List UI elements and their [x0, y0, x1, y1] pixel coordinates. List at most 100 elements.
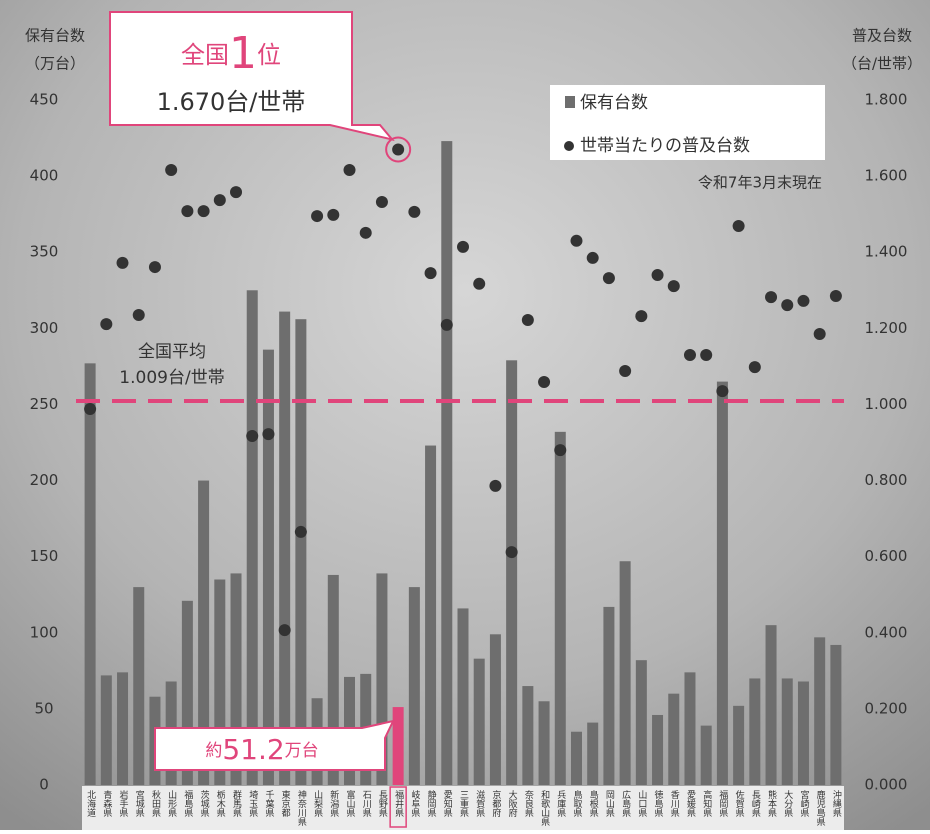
dot — [262, 428, 274, 440]
bar — [263, 350, 274, 785]
bar — [85, 363, 96, 785]
y-tick-label: 300 — [30, 319, 59, 337]
x-tick-label: 群馬県 — [231, 789, 242, 818]
bar — [652, 715, 663, 785]
y2-tick-label: 0.400 — [865, 623, 908, 641]
dot — [619, 365, 631, 377]
y2-tick-label: 0.600 — [865, 547, 908, 565]
y-tick-label: 100 — [30, 623, 59, 641]
bar — [749, 678, 760, 785]
legend-label: 保有台数 — [580, 93, 648, 113]
callout-part: 万台 — [285, 741, 319, 761]
dot — [327, 209, 339, 221]
note: 令和7年3月末現在 — [698, 174, 822, 192]
x-tick-label: 広島県 — [620, 789, 631, 818]
bar — [409, 587, 420, 785]
y2-tick-label: 0.800 — [865, 471, 908, 489]
dot — [765, 291, 777, 303]
x-tick-label: 秋田県 — [150, 789, 161, 818]
x-tick-label: 岐阜県 — [409, 789, 420, 818]
y2-title: 普及台数 — [852, 27, 912, 45]
y-tick-label: 350 — [30, 243, 59, 261]
dot — [295, 526, 307, 538]
bar — [766, 625, 777, 785]
x-tick-label: 福島県 — [182, 789, 193, 818]
dot — [522, 314, 534, 326]
bar — [668, 694, 679, 785]
x-tick-label: 兵庫県 — [555, 789, 566, 818]
dot — [149, 261, 161, 273]
y-title: 保有台数 — [25, 27, 85, 45]
x-tick-label: 山形県 — [166, 790, 177, 818]
x-tick-label: 愛媛県 — [685, 789, 696, 818]
dot — [279, 624, 291, 636]
x-tick-label: 香川県 — [669, 790, 680, 818]
y2-tick-label: 0.200 — [865, 699, 908, 717]
dot — [797, 295, 809, 307]
dot — [441, 319, 453, 331]
x-tick-label: 奈良県 — [523, 789, 534, 818]
bar — [522, 686, 533, 785]
bar — [474, 659, 485, 785]
bar — [295, 319, 306, 785]
bar — [636, 660, 647, 785]
callout-value: 1.670台/世帯 — [157, 88, 306, 116]
y-tick-label: 50 — [34, 699, 53, 717]
y-tick-label: 150 — [30, 547, 59, 565]
bar — [117, 672, 128, 785]
dot — [635, 310, 647, 322]
bar — [506, 360, 517, 785]
x-tick-label: 宮崎県 — [798, 789, 809, 818]
x-tick-label: 東京都 — [280, 789, 291, 818]
dot — [749, 361, 761, 373]
dot — [554, 444, 566, 456]
x-tick-label: 福岡県 — [717, 789, 728, 818]
x-tick-label: 沖縄県 — [831, 789, 842, 818]
y-tick-label: 400 — [30, 167, 59, 185]
legend-swatch — [565, 96, 575, 108]
x-tick-label: 埼玉県 — [247, 789, 258, 818]
x-tick-label: 島根県 — [588, 789, 599, 818]
x-tick-label: 神奈川県 — [296, 789, 307, 827]
bar — [555, 432, 566, 785]
dot — [733, 220, 745, 232]
legend-label: 世帯当たりの普及台数 — [580, 136, 750, 156]
dot — [587, 252, 599, 264]
y2-tick-label: 1.800 — [865, 91, 908, 109]
dot — [376, 196, 388, 208]
x-tick-label: 熊本県 — [766, 789, 777, 818]
dot — [489, 480, 501, 492]
x-tick-label: 京都府 — [490, 789, 501, 818]
x-tick-label: 長野県 — [377, 790, 388, 818]
x-tick-label: 大分県 — [782, 789, 793, 818]
dot — [360, 227, 372, 239]
dot — [473, 278, 485, 290]
dot — [84, 403, 96, 415]
x-tick-label: 茨城県 — [199, 789, 210, 818]
callout-part: 1 — [229, 28, 257, 79]
x-tick-label: 和歌山県 — [539, 790, 550, 827]
bar — [587, 723, 598, 785]
bar — [701, 726, 712, 785]
x-tick-label: 佐賀県 — [734, 789, 745, 818]
dot — [117, 257, 129, 269]
dot — [652, 269, 664, 281]
reference-label: 1.009台/世帯 — [119, 368, 224, 388]
x-tick-label: 千葉県 — [263, 790, 274, 818]
legend-swatch — [564, 141, 574, 151]
dot — [570, 235, 582, 247]
bar — [279, 312, 290, 785]
dot — [100, 318, 112, 330]
x-tick-label: 福井県 — [393, 789, 404, 818]
bar — [782, 678, 793, 785]
bar — [733, 706, 744, 785]
dot — [165, 164, 177, 176]
x-tick-label: 山口県 — [636, 790, 647, 818]
bar — [425, 446, 436, 785]
chart: 保有台数 （万台） 普及台数 （台/世帯） 令和7年3月末現在 05010015… — [0, 0, 930, 830]
dot — [781, 299, 793, 311]
x-tick-label: 栃木県 — [215, 789, 226, 818]
dot — [814, 328, 826, 340]
bar — [571, 732, 582, 785]
bar — [101, 675, 112, 785]
